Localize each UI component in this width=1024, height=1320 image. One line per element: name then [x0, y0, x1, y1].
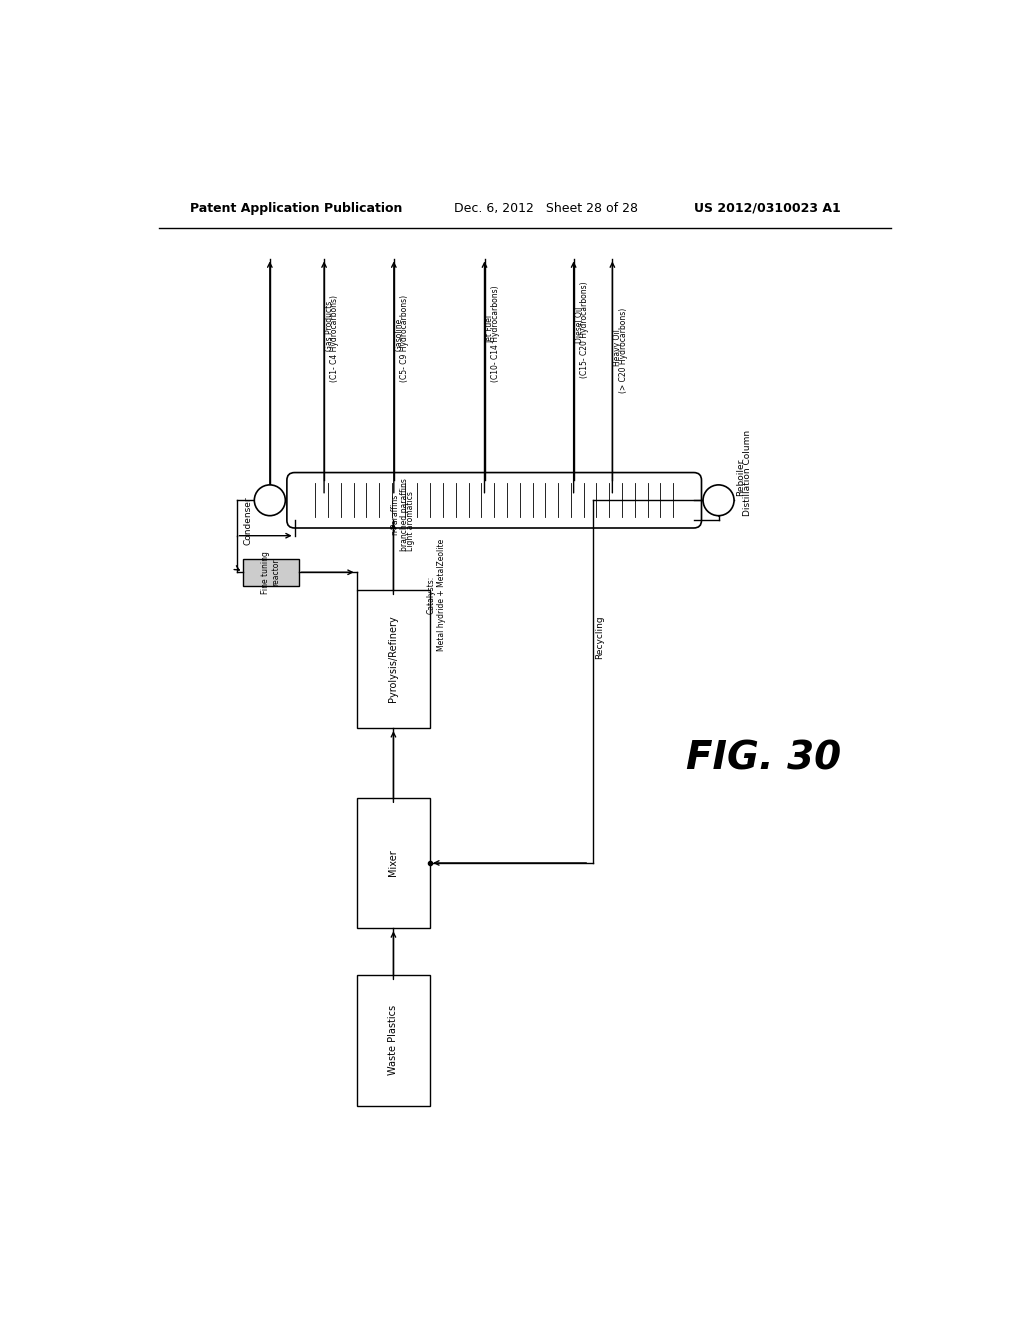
Text: (C1- C4 Hydrocarbons): (C1- C4 Hydrocarbons)	[331, 294, 339, 381]
Circle shape	[254, 484, 286, 516]
Text: Reboiler: Reboiler	[736, 459, 744, 496]
Text: Gasoline: Gasoline	[394, 318, 403, 351]
Bar	[356, 797, 430, 928]
FancyBboxPatch shape	[287, 473, 701, 528]
Text: Condenser: Condenser	[244, 496, 253, 545]
Text: (> C20 Hydrocarbons): (> C20 Hydrocarbons)	[618, 308, 628, 393]
Bar	[356, 590, 430, 729]
Text: FIG. 30: FIG. 30	[686, 741, 841, 777]
Text: Light aromatics: Light aromatics	[406, 491, 415, 552]
Text: Diesel Oil: Diesel Oil	[574, 306, 584, 343]
Text: Waste Plastics: Waste Plastics	[388, 1005, 398, 1074]
Text: n-Paraffins
branched paraffins: n-Paraffins branched paraffins	[390, 478, 410, 552]
Text: (C15- C20 Hydrocarbons): (C15- C20 Hydrocarbons)	[580, 281, 589, 378]
Text: Mixer: Mixer	[388, 850, 398, 876]
Text: (C10- C14 Hydrocarbons): (C10- C14 Hydrocarbons)	[490, 285, 500, 381]
Text: Distillation Column: Distillation Column	[743, 429, 753, 516]
Bar	[356, 974, 430, 1106]
Text: Gas Products: Gas Products	[325, 301, 334, 351]
Text: Heavy Oil: Heavy Oil	[613, 330, 623, 367]
Text: Jet Fuel: Jet Fuel	[485, 315, 495, 343]
Text: Patent Application Publication: Patent Application Publication	[190, 202, 402, 215]
Text: Pyrolysis/Refinery: Pyrolysis/Refinery	[388, 615, 398, 702]
Text: Fine tuning
reactor: Fine tuning reactor	[261, 550, 281, 594]
Circle shape	[703, 484, 734, 516]
Text: (C5- C9 Hydrocarbons): (C5- C9 Hydrocarbons)	[400, 294, 410, 381]
Bar	[243, 558, 299, 586]
Text: Recycling: Recycling	[595, 615, 604, 659]
Text: Catalysts:
Metal hydride + MetalZeolite: Catalysts: Metal hydride + MetalZeolite	[427, 539, 446, 651]
Text: Dec. 6, 2012   Sheet 28 of 28: Dec. 6, 2012 Sheet 28 of 28	[454, 202, 638, 215]
Text: US 2012/0310023 A1: US 2012/0310023 A1	[693, 202, 841, 215]
